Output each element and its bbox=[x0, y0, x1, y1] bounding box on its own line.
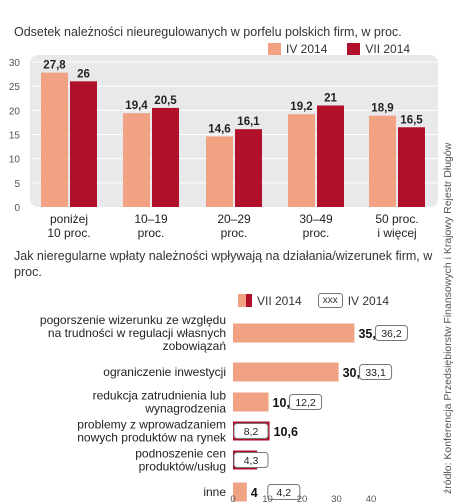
top-bar-value-label: 19,4 bbox=[125, 100, 148, 112]
top-bar-iv bbox=[369, 115, 396, 207]
bottom-bar-iv-2014-box bbox=[359, 364, 393, 380]
bottom-category-label: wynagrodzenia bbox=[144, 402, 226, 416]
bottom-x-tick-label: 10 bbox=[262, 494, 273, 504]
bottom-bar-value-iv: 33,1 bbox=[365, 367, 386, 379]
bottom-category-label: ograniczenie inwestycji bbox=[103, 365, 226, 379]
source-note: źródło: Konferencja Przedsiębiorstw Fina… bbox=[442, 142, 454, 494]
legend-label-iv-2014-b: IV 2014 bbox=[347, 293, 390, 308]
top-x-category-label: proc. bbox=[138, 226, 165, 240]
bottom-category-label: problemy z wprowadzaniem bbox=[77, 418, 226, 432]
bottom-bar-value-iv: 36,2 bbox=[381, 328, 402, 340]
top-y-tick-label: 30 bbox=[9, 58, 21, 69]
bottom-bar-vii-2014 bbox=[233, 323, 355, 343]
top-bar-value-label: 19,2 bbox=[290, 101, 312, 113]
bottom-x-tick-label: 40 bbox=[366, 494, 377, 504]
bottom-category-label: na trudności w regulacji własnych bbox=[48, 326, 226, 340]
top-bar-vii bbox=[235, 129, 262, 207]
top-y-tick-label: 5 bbox=[14, 179, 20, 190]
top-x-category-label: i więcej bbox=[377, 226, 416, 240]
legend-swatch-vii-dark bbox=[246, 294, 252, 307]
top-bar-value-label: 20,5 bbox=[154, 95, 177, 107]
top-bar-value-label: 18,9 bbox=[371, 103, 393, 115]
top-bar-value-label: 14,6 bbox=[208, 123, 230, 135]
bottom-bar-value-iv: 4,3 bbox=[244, 455, 259, 467]
top-bar-iv bbox=[123, 113, 150, 207]
legend-label-iv-2014: IV 2014 bbox=[286, 42, 328, 56]
top-x-category-label: proc. bbox=[221, 226, 248, 240]
top-x-category-label: 10 proc. bbox=[47, 226, 90, 240]
top-x-category-label: 10–19 bbox=[134, 212, 168, 226]
top-chart-legend: IV 2014 VII 2014 bbox=[268, 42, 410, 56]
top-y-tick-label: 20 bbox=[9, 106, 21, 117]
top-x-category-label: 50 proc. bbox=[375, 212, 418, 226]
bottom-bar-iv-2014-box bbox=[267, 484, 301, 500]
bottom-category-label: produktów/usług bbox=[139, 460, 226, 474]
bottom-bar-iv-2014-box bbox=[289, 394, 323, 410]
bottom-bar-iv-2014-box bbox=[374, 325, 408, 341]
bottom-bar-vii-2014 bbox=[233, 482, 247, 502]
top-bar-vii bbox=[70, 81, 97, 207]
bottom-category-label: zobowiązań bbox=[163, 339, 226, 353]
legend-label-vii-2014-b: VII 2014 bbox=[257, 293, 302, 308]
top-bar-iv bbox=[288, 114, 315, 207]
top-bar-vii bbox=[398, 127, 425, 207]
top-x-category-label: 30–49 bbox=[299, 212, 333, 226]
bottom-category-label: pogorszenie wizerunku ze względu bbox=[40, 313, 226, 327]
top-bar-value-label: 16,1 bbox=[237, 116, 260, 128]
bottom-bar-value-vii: 10,6 bbox=[274, 425, 298, 439]
top-bar-value-label: 16,5 bbox=[400, 114, 423, 126]
top-y-tick-label: 10 bbox=[9, 155, 21, 166]
bottom-bar-vii-2014 bbox=[233, 392, 269, 412]
bottom-chart-legend: VII 2014 xxx IV 2014 bbox=[238, 293, 389, 308]
top-y-tick-label: 25 bbox=[9, 82, 21, 93]
top-bar-iv bbox=[41, 72, 68, 207]
bottom-category-label: nowych produktów na rynek bbox=[77, 431, 227, 445]
bottom-bar-value-iv: 8,2 bbox=[244, 426, 259, 438]
bottom-category-label: redukcja zatrudnienia lub bbox=[93, 389, 227, 403]
bottom-bar-value-iv: 4,2 bbox=[276, 487, 291, 499]
legend-swatch-vii-light bbox=[238, 294, 246, 307]
top-y-tick-label: 0 bbox=[14, 203, 20, 214]
bottom-x-tick-label: 0 bbox=[230, 494, 235, 504]
top-bar-vii bbox=[152, 107, 179, 207]
top-chart-title: Odsetek należności nieuregulowanych w po… bbox=[14, 25, 402, 39]
bottom-bar-iv-2014-box bbox=[233, 423, 269, 439]
bottom-chart-title: Jak nieregularne wpłaty należności wpływ… bbox=[14, 249, 433, 279]
top-y-tick-label: 15 bbox=[9, 131, 21, 142]
bottom-category-label: podnoszenie cen bbox=[135, 447, 226, 461]
top-bar-vii bbox=[317, 105, 344, 207]
bottom-bar-vii-2014 bbox=[233, 362, 339, 382]
bottom-category-label: inne bbox=[203, 485, 226, 499]
legend-swatch-iv-2014 bbox=[268, 42, 281, 56]
top-x-category-label: 20–29 bbox=[217, 212, 251, 226]
legend-label-vii-2014: VII 2014 bbox=[365, 42, 411, 56]
bottom-bar-value-vii: 4 bbox=[251, 486, 258, 500]
legend-swatch-vii-2014 bbox=[347, 42, 361, 56]
bottom-bar-iv-2014-box bbox=[233, 452, 269, 468]
top-x-category-label: poniżej bbox=[50, 212, 88, 226]
bottom-x-tick-label: 20 bbox=[297, 494, 308, 504]
bottom-x-tick-label: 30 bbox=[331, 494, 342, 504]
top-bar-value-label: 26 bbox=[77, 68, 90, 80]
bottom-bar-value-iv: 12,2 bbox=[295, 397, 316, 409]
legend-box-sample: xxx bbox=[317, 293, 343, 308]
top-bar-value-label: 27,8 bbox=[43, 60, 66, 72]
top-x-category-label: proc. bbox=[303, 226, 330, 240]
top-bar-value-label: 21 bbox=[324, 93, 337, 105]
top-bar-iv bbox=[206, 136, 233, 207]
